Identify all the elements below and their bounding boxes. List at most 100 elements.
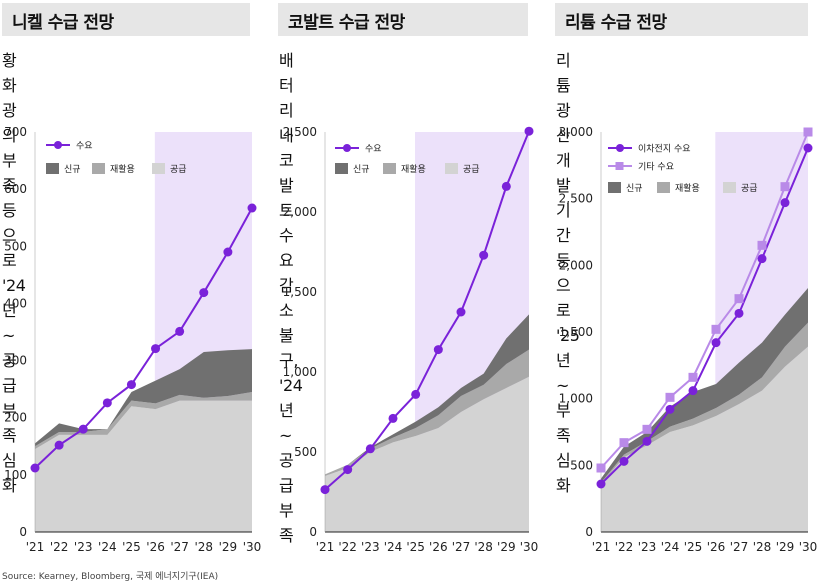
x-tick-label: '23 xyxy=(638,540,657,554)
legend-label: 공급 xyxy=(741,183,758,194)
point-이차전지 수요 xyxy=(780,198,790,208)
y-tick-label: 2,500 xyxy=(283,125,317,139)
chart-title: 리튬 수급 전망 xyxy=(565,13,667,33)
y-tick-label: 200 xyxy=(4,411,27,425)
point-기타 수요 xyxy=(803,127,813,137)
point-수요 xyxy=(524,126,534,136)
x-tick-label: '30 xyxy=(243,540,262,554)
x-tick-label: '21 xyxy=(26,540,45,554)
x-tick-label: '24 xyxy=(661,540,680,554)
legend-label: 신규 xyxy=(353,164,370,175)
x-tick-label: '24 xyxy=(384,540,403,554)
legend-swatch xyxy=(445,163,458,174)
point-이차전지 수요 xyxy=(711,338,721,348)
legend-swatch xyxy=(46,163,59,174)
x-tick-label: '29 xyxy=(497,540,516,554)
chart-title: 니켈 수급 전망 xyxy=(12,13,114,33)
chart-subtitle: 황화광의 부족 등으로 '24년~ 공급 부족 심화 xyxy=(2,51,26,495)
x-tick-label: '30 xyxy=(799,540,818,554)
line-기타 수요 xyxy=(600,131,809,469)
point-수요 xyxy=(433,345,443,355)
point-이차전지 수요 xyxy=(803,143,813,153)
point-이차전지 수요 xyxy=(757,254,767,264)
x-tick-label: '27 xyxy=(452,540,471,554)
y-tick-label: 600 xyxy=(4,182,27,196)
y-tick-label: 100 xyxy=(4,468,27,482)
point-수요 xyxy=(320,485,330,495)
legend-label: 공급 xyxy=(170,164,187,175)
point-수요 xyxy=(126,380,136,390)
y-tick-label: 300 xyxy=(4,354,27,368)
legend-label: 수요 xyxy=(365,144,382,155)
chart-subtitle: 리튬 광산 개발기간 등으로 '25년~부족 심화 xyxy=(556,51,580,495)
y-tick-label: 2,000 xyxy=(283,205,317,219)
point-수요 xyxy=(388,413,398,423)
point-수요 xyxy=(223,247,233,257)
point-기타 수요 xyxy=(619,438,629,448)
y-tick-label: 500 xyxy=(4,239,27,253)
point-수요 xyxy=(78,424,88,434)
x-tick-label: '24 xyxy=(98,540,117,554)
area-공급 xyxy=(325,376,529,532)
point-기타 수요 xyxy=(642,424,652,434)
chart-lithium: 0 500 1,000 1,500 2,000 2,500 3,000 '21 '22 '23 '2… xyxy=(559,125,818,554)
y-tick-label: 500 xyxy=(570,458,593,472)
point-수요 xyxy=(456,307,466,317)
legend-swatch xyxy=(92,163,105,174)
x-tick-label: '25 xyxy=(684,540,703,554)
point-수요 xyxy=(479,250,489,260)
legend-label: 재활용 xyxy=(110,163,135,175)
x-tick-label: '30 xyxy=(520,540,539,554)
legend-swatch xyxy=(723,182,736,193)
x-tick-label: '28 xyxy=(194,540,213,554)
x-tick-label: '27 xyxy=(170,540,189,554)
point-수요 xyxy=(54,440,64,450)
x-tick-label: '26 xyxy=(707,540,726,554)
legend-swatch xyxy=(608,182,621,193)
x-tick-label: '27 xyxy=(730,540,749,554)
point-수요 xyxy=(247,203,257,213)
legend-marker xyxy=(616,144,624,152)
point-기타 수요 xyxy=(688,372,698,382)
point-기타 수요 xyxy=(596,463,606,473)
y-tick-label: 0 xyxy=(309,525,317,539)
point-수요 xyxy=(501,181,511,191)
x-tick-label: '23 xyxy=(361,540,380,554)
legend-label: 이차전지 수요 xyxy=(638,143,691,155)
point-기타 수요 xyxy=(734,294,744,304)
point-수요 xyxy=(343,465,353,475)
x-tick-label: '26 xyxy=(146,540,165,554)
line-이차전지 수요 xyxy=(600,147,809,485)
x-tick-label: '26 xyxy=(429,540,448,554)
y-tick-label: 1,000 xyxy=(283,365,317,379)
point-수요 xyxy=(30,463,40,473)
x-tick-label: '22 xyxy=(50,540,69,554)
point-수요 xyxy=(411,389,421,399)
point-수요 xyxy=(365,444,375,454)
y-tick-label: 0 xyxy=(585,525,593,539)
point-수요 xyxy=(102,398,112,408)
chart-subtitle: 배터리 내 코발트 수요 감소 불구, '24년~ 공급 부족 xyxy=(279,51,303,545)
legend-marker xyxy=(54,141,62,149)
area-공급 xyxy=(35,400,252,532)
point-이차전지 수요 xyxy=(596,479,606,489)
y-tick-label: 3,000 xyxy=(559,125,593,139)
y-tick-label: 1,500 xyxy=(283,285,317,299)
legend-label: 재활용 xyxy=(675,182,700,194)
x-tick-label: '22 xyxy=(338,540,357,554)
legend-label: 수요 xyxy=(76,141,93,152)
line-수요 xyxy=(324,130,530,491)
x-tick-label: '21 xyxy=(316,540,335,554)
area-공급 xyxy=(601,346,808,532)
point-기타 수요 xyxy=(711,324,721,334)
legend-label: 기타 수요 xyxy=(638,162,674,173)
title-bar: 리튬 수급 전망 xyxy=(555,3,808,36)
source-note: Source: Kearney, Bloomberg, 국제 에너지기구(IEA… xyxy=(2,572,219,582)
line-수요 xyxy=(34,207,253,469)
point-수요 xyxy=(175,326,185,336)
y-tick-label: 1,500 xyxy=(559,325,593,339)
x-tick-label: '29 xyxy=(776,540,795,554)
title-bar: 코발트 수급 전망 xyxy=(278,3,528,36)
legend-label: 신규 xyxy=(626,183,643,194)
y-tick-label: 500 xyxy=(294,445,317,459)
